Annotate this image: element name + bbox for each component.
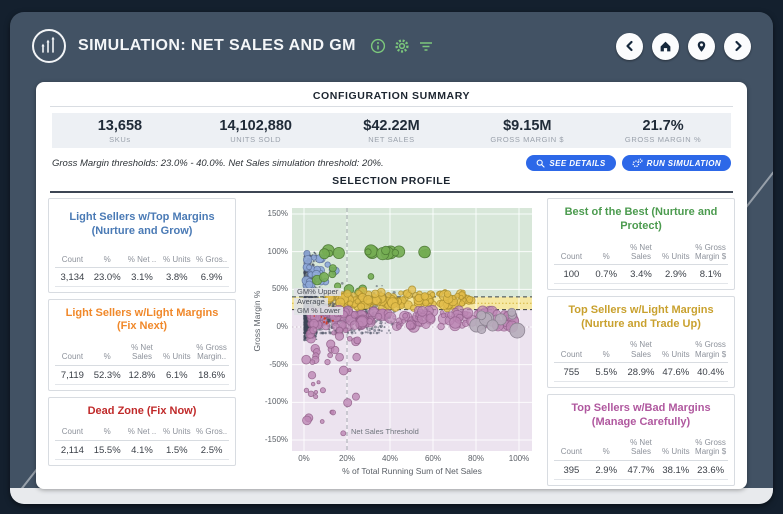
info-icon[interactable] — [370, 38, 386, 54]
gm-lower-threshold-label: GM % Lower — [294, 306, 344, 315]
quadrant-table: Count % % Net .. % Units % Gros.. 3,134 … — [55, 252, 229, 287]
table-row: 755 5.5% 28.9% 47.6% 40.4% — [554, 362, 728, 382]
location-pin-icon — [697, 40, 706, 52]
quadrant-light-sellers-light-margins[interactable]: Light Sellers w/Light Margins (Fix Next)… — [48, 298, 236, 391]
filter-icon[interactable] — [418, 38, 434, 54]
growth-arrows-icon — [41, 36, 55, 53]
net-sales-threshold-label: Net Sales Threshold — [351, 427, 419, 436]
x-tick-label: 60% — [424, 454, 441, 463]
y-tick-label: -100% — [264, 397, 288, 407]
table-row: 3,134 23.0% 3.1% 3.8% 6.9% — [55, 267, 229, 287]
app-window: SIMULATION: NET SALES AND GM — [10, 12, 773, 504]
left-quadrant-column: Light Sellers w/Top Margins (Nurture and… — [48, 198, 236, 486]
x-tick-label: 80% — [467, 454, 484, 463]
chevron-right-icon — [734, 40, 742, 52]
y-tick-label: 50% — [271, 284, 288, 294]
divider — [50, 191, 733, 193]
dashboard-card: CONFIGURATION SUMMARY 13,658 SKUs 14,102… — [36, 82, 747, 489]
quadrant-table: Count % % Net Sales % Units % Gross Marg… — [55, 341, 229, 385]
x-axis-title: % of Total Running Sum of Net Sales — [342, 466, 482, 476]
quadrant-table: Count % % Net .. % Units % Gros.. 2,114 … — [55, 425, 229, 460]
see-details-button[interactable]: SEE DETAILS — [526, 155, 616, 171]
table-row: 100 0.7% 3.4% 2.9% 8.1% — [554, 264, 728, 284]
table-row: 7,119 52.3% 12.8% 6.1% 18.6% — [55, 365, 229, 385]
thresholds-text: Gross Margin thresholds: 23.0% - 40.0%. … — [52, 157, 384, 169]
chevron-left-icon — [625, 40, 633, 52]
quadrant-title: Light Sellers w/Light Margins (Fix Next) — [65, 306, 219, 333]
right-quadrant-column: Best of the Best (Nurture and Protect) C… — [547, 198, 735, 486]
quadrant-table: Count % % Net Sales % Units % Gross Marg… — [554, 338, 728, 382]
quadrant-light-sellers-top-margins[interactable]: Light Sellers w/Top Margins (Nurture and… — [48, 198, 236, 293]
settings-gear-icon[interactable] — [394, 38, 410, 54]
y-tick-label: -150% — [264, 435, 288, 444]
table-row: 395 2.9% 47.7% 38.1% 23.6% — [554, 460, 728, 480]
nav-buttons — [616, 32, 751, 60]
quadrant-title: Best of the Best (Nurture and Protect) — [564, 206, 718, 232]
quadrant-title: Dead Zone (Fix Now) — [87, 404, 197, 417]
gears-icon — [632, 158, 643, 168]
quadrant-table: Count % % Net Sales % Units % Gross Marg… — [554, 436, 728, 480]
quadrant-title: Top Sellers w/Bad Margins (Manage Carefu… — [571, 401, 711, 428]
gm-upper-threshold-label: GM% Upper — [294, 287, 342, 297]
metric-gross-margin-dollars: $9.15M GROSS MARGIN $ — [490, 118, 565, 144]
x-tick-label: 40% — [381, 454, 398, 463]
scatter-canvas[interactable] — [292, 208, 532, 451]
quadrant-title: Top Sellers w/Light Margins (Nurture and… — [568, 303, 714, 330]
y-tick-label: 100% — [267, 246, 288, 256]
x-tick-label: 20% — [338, 454, 355, 463]
quadrant-top-sellers-light-margins[interactable]: Top Sellers w/Light Margins (Nurture and… — [547, 295, 735, 388]
metric-gross-margin-percent: 21.7% GROSS MARGIN % — [624, 118, 702, 144]
metric-units-sold: 14,102,880 UNITS SOLD — [219, 118, 292, 144]
company-logo — [32, 29, 66, 63]
selection-profile-chart: Gross Margin % GM% Upper Average GM % Lowe… — [242, 204, 541, 482]
quadrant-top-sellers-bad-margins[interactable]: Top Sellers w/Bad Margins (Manage Carefu… — [547, 393, 735, 486]
run-simulation-button[interactable]: RUN SIMULATION — [621, 155, 731, 171]
page-title: SIMULATION: NET SALES AND GM — [78, 37, 356, 54]
configuration-summary-metrics: 13,658 SKUs 14,102,880 UNITS SOLD $42.22… — [52, 113, 731, 148]
table-row: 2,114 15.5% 4.1% 1.5% 2.5% — [55, 440, 229, 460]
x-tick-label: 100% — [508, 454, 530, 463]
nav-location-button[interactable] — [688, 32, 715, 60]
magnifier-icon — [537, 159, 545, 168]
quadrant-table: Count % % Net Sales % Units % Gross Marg… — [554, 240, 728, 284]
selection-profile-title: SELECTION PROFILE — [332, 175, 451, 187]
nav-forward-button[interactable] — [724, 32, 751, 60]
metric-skus: 13,658 SKUs — [97, 118, 143, 144]
quadrant-dead-zone[interactable]: Dead Zone (Fix Now) Count % % Net .. % U… — [48, 396, 236, 466]
quadrant-best-of-the-best[interactable]: Best of the Best (Nurture and Protect) C… — [547, 198, 735, 290]
x-tick-label: 0% — [298, 454, 310, 463]
y-tick-label: -50% — [269, 359, 288, 369]
quadrant-title: Light Sellers w/Top Margins (Nurture and… — [69, 211, 215, 237]
divider — [50, 106, 733, 107]
app-header: SIMULATION: NET SALES AND GM — [10, 12, 773, 80]
configuration-summary-title: CONFIGURATION SUMMARY — [312, 90, 471, 102]
frame-footer-band — [10, 488, 773, 504]
nav-back-button[interactable] — [616, 32, 643, 60]
gm-average-label: Average — [294, 298, 328, 307]
home-icon — [660, 41, 671, 51]
metric-net-sales: $42.22M NET SALES — [363, 118, 420, 144]
y-tick-label: 150% — [267, 209, 288, 218]
y-tick-label: 0% — [276, 322, 288, 331]
nav-home-button[interactable] — [652, 32, 679, 60]
scatter-plot: GM% Upper Average GM % Lower Net Sales Thre… — [292, 208, 532, 451]
